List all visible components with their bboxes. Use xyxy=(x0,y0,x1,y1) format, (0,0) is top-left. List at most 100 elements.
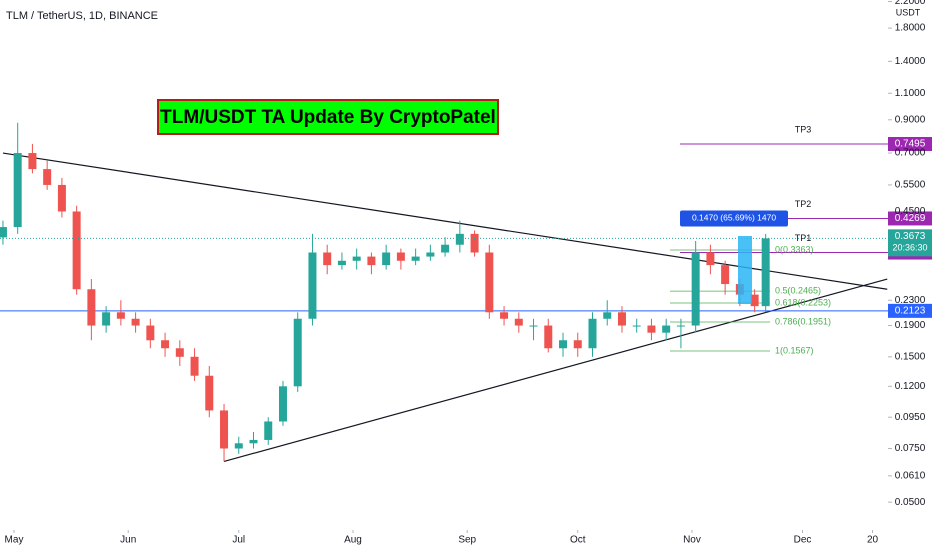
candle-body xyxy=(676,325,685,327)
candle-body xyxy=(559,340,568,349)
candle-body xyxy=(337,260,346,266)
y-tick-label: 0.2300 xyxy=(895,295,926,306)
banner: TLM/USDT TA Update By CryptoPatel xyxy=(160,107,496,128)
candle-body xyxy=(485,252,494,313)
candle-body xyxy=(441,244,450,253)
price-label: 0.2123 xyxy=(895,305,926,316)
y-tick-label: 1.1000 xyxy=(895,88,926,99)
candle-body xyxy=(662,325,671,333)
y-tick-label: 0.0950 xyxy=(895,412,926,423)
x-tick-label: Jun xyxy=(120,535,136,546)
candle-body xyxy=(293,318,302,387)
candle-body xyxy=(382,252,391,266)
candle-body xyxy=(544,325,553,349)
candle-body xyxy=(632,325,641,327)
y-tick-label: 1.8000 xyxy=(895,23,926,34)
y-tick-label: 0.9000 xyxy=(895,114,926,125)
candle-body xyxy=(87,289,96,326)
candle-body xyxy=(278,386,287,422)
x-tick-label: Sep xyxy=(458,535,476,546)
candle-body xyxy=(116,312,125,319)
measure-label-box xyxy=(680,210,788,227)
candle-body xyxy=(721,265,730,285)
overlay: TP30.7495TP20.4269TP10.32990.21230(0.336… xyxy=(680,124,932,355)
measure-box xyxy=(738,236,752,304)
candle-body xyxy=(57,184,66,212)
y-tick-label: 0.5500 xyxy=(895,180,926,191)
candle-body xyxy=(706,252,715,266)
last-price-box xyxy=(888,229,932,257)
candle-body xyxy=(264,421,273,440)
candle-body xyxy=(308,252,317,319)
y-tick-label: 0.0500 xyxy=(895,497,926,508)
candle-body xyxy=(161,340,170,349)
candle-body xyxy=(647,325,656,333)
plot xyxy=(0,122,888,463)
countdown: 20:36:30 xyxy=(892,243,927,253)
candle-body xyxy=(603,312,612,319)
candle-body xyxy=(455,233,464,245)
candle-body xyxy=(175,348,184,357)
x-tick-label: 20 xyxy=(867,535,879,546)
x-tick-label: Nov xyxy=(683,535,701,546)
y-tick-label: 0.0750 xyxy=(895,443,926,454)
candle-body xyxy=(234,443,243,449)
candle-body xyxy=(190,356,199,376)
candle-body xyxy=(13,153,22,228)
y-tick-label: 0.1500 xyxy=(895,351,926,362)
y-tick-label: 1.4000 xyxy=(895,56,926,67)
y-tick-label: 0.1200 xyxy=(895,381,926,392)
last-price-label: 0.3673 xyxy=(895,231,926,242)
x-tick-label: Oct xyxy=(570,535,586,546)
candle-body xyxy=(470,233,479,253)
x-tick-label: Dec xyxy=(794,535,812,546)
candle-body xyxy=(500,312,509,319)
candle-body xyxy=(411,256,420,261)
chart-title: TLM / TetherUS, 1D, BINANCE xyxy=(6,10,158,22)
fib-label: 0(0.3363) xyxy=(775,244,814,254)
level-name: TP1 xyxy=(795,233,812,243)
fib-label: 0.618(0.2253) xyxy=(775,297,831,307)
candle-body xyxy=(220,410,229,449)
unit-label: USDT xyxy=(896,7,921,17)
candle-body xyxy=(146,325,155,341)
x-tick-label: Aug xyxy=(344,535,362,546)
level-name: TP2 xyxy=(795,199,812,209)
candle-body xyxy=(102,312,111,326)
price-label-box xyxy=(888,211,932,226)
banner-box xyxy=(157,99,499,135)
price-label-box xyxy=(888,136,932,151)
candle-body xyxy=(691,252,700,326)
candle-body xyxy=(573,340,582,349)
candle-body xyxy=(0,227,7,238)
price-label: 0.7495 xyxy=(895,139,926,150)
candle-body xyxy=(249,439,258,444)
measure-label: 0.1470 (65.69%) 1470 xyxy=(692,213,776,223)
fib-label: 0.786(0.1951) xyxy=(775,316,831,326)
candle-body xyxy=(761,238,770,307)
y-tick-label: 0.0610 xyxy=(895,470,926,481)
candle-body xyxy=(131,318,140,326)
fib-label: 0.5(0.2465) xyxy=(775,285,821,295)
x-tick-label: Jul xyxy=(232,535,245,546)
candle-body xyxy=(750,294,759,307)
candle-body xyxy=(367,256,376,266)
candle-body xyxy=(352,256,361,261)
candle-body xyxy=(205,375,214,411)
candle-body xyxy=(323,252,332,266)
y-tick-label: 0.1900 xyxy=(895,320,926,331)
candle-body xyxy=(588,318,597,349)
y-tick-label: 0.7000 xyxy=(895,148,926,159)
candle-body xyxy=(529,325,538,327)
trendline xyxy=(223,278,888,463)
candle-body xyxy=(72,211,81,290)
y-tick-label: 2.2000 xyxy=(895,0,926,7)
candle-body xyxy=(43,169,52,185)
fib-label: 1(0.1567) xyxy=(775,345,814,355)
candle-body xyxy=(396,252,405,261)
candle-body xyxy=(514,318,523,326)
candle-body xyxy=(426,252,435,257)
candle-body xyxy=(28,153,37,170)
